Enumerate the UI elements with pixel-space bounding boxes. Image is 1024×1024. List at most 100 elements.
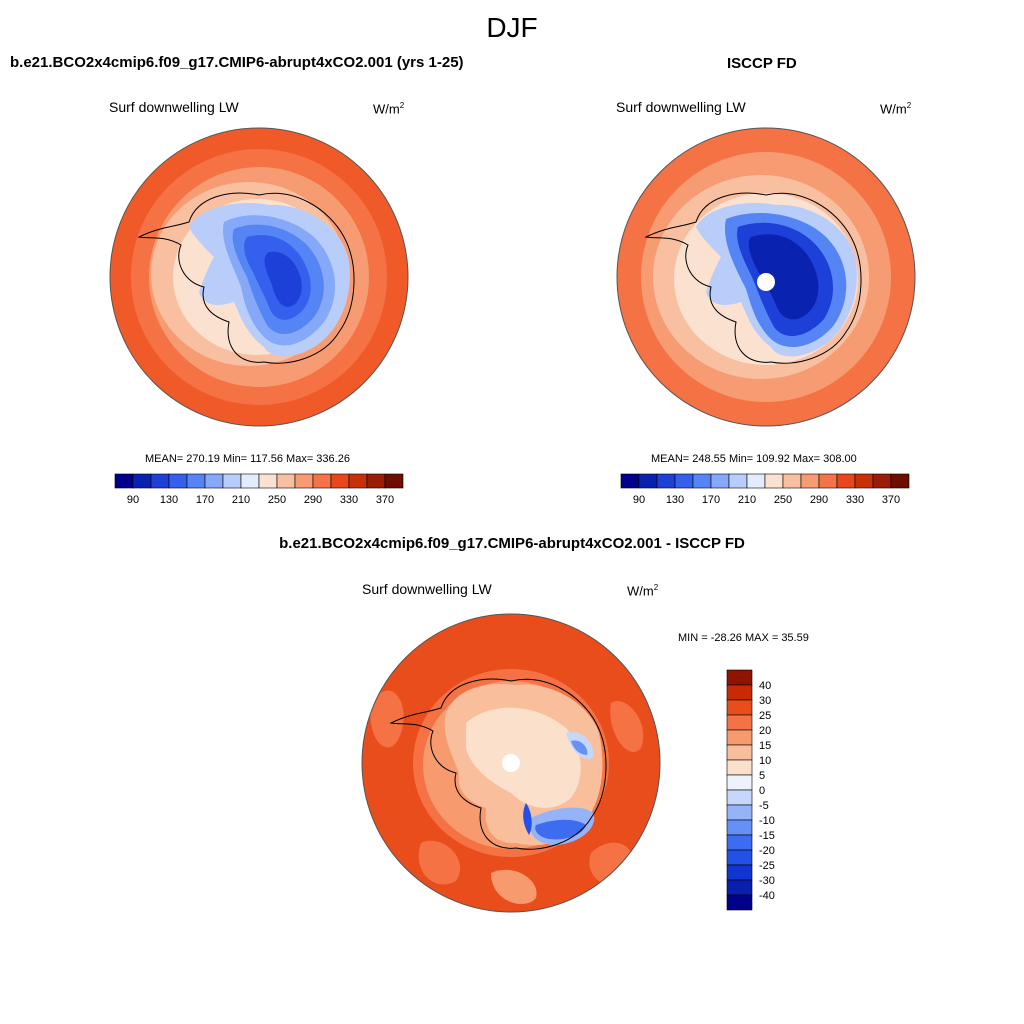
- colorbar-tick-label: 210: [738, 494, 756, 506]
- colorbar-swatch: [854, 473, 874, 489]
- colorbar-swatch: [240, 473, 260, 489]
- colorbar-tick-label: -30: [759, 875, 775, 887]
- colorbar-swatch: [726, 819, 753, 836]
- colorbar-tick-label: 330: [846, 494, 864, 506]
- colorbar-swatch: [726, 834, 753, 851]
- colorbar-swatch: [692, 473, 712, 489]
- colorbar-swatch: [726, 894, 753, 911]
- colorbar-tick-label: 90: [127, 494, 139, 506]
- colorbar-tick-label: 370: [376, 494, 394, 506]
- colorbar-swatch: [620, 473, 640, 489]
- colorbar-tick-label: 30: [759, 695, 771, 707]
- colorbar-tick-label: -5: [759, 800, 769, 812]
- colorbar-swatch: [330, 473, 350, 489]
- colorbar-swatch: [348, 473, 368, 489]
- panel-1-colorbar: 90 130 170 210 250 290 330 370: [114, 473, 404, 506]
- panel-1-title: b.e21.BCO2x4cmip6.f09_g17.CMIP6-abrupt4x…: [10, 54, 464, 71]
- colorbar-tick-label: 20: [759, 725, 771, 737]
- colorbar-swatch: [726, 699, 753, 716]
- panel-3-variable: Surf downwelling LW: [362, 581, 492, 597]
- panel-1-units: W/m2: [373, 101, 405, 117]
- colorbar-swatch: [726, 669, 753, 686]
- colorbar-swatch: [168, 473, 188, 489]
- colorbar-tick-label: -20: [759, 845, 775, 857]
- colorbar-swatch: [726, 804, 753, 821]
- colorbar-swatch: [818, 473, 838, 489]
- colorbar-swatch: [726, 864, 753, 881]
- colorbar-swatch: [204, 473, 224, 489]
- colorbar-tick-label: 130: [666, 494, 684, 506]
- colorbar-tick-label: 210: [232, 494, 250, 506]
- colorbar-swatch: [186, 473, 206, 489]
- colorbar-tick-label: 90: [633, 494, 645, 506]
- colorbar-swatch: [258, 473, 278, 489]
- panel-1-variable: Surf downwelling LW: [109, 99, 239, 115]
- panel-2-units: W/m2: [880, 101, 912, 117]
- colorbar-tick-label: 15: [759, 740, 771, 752]
- colorbar-swatch: [114, 473, 134, 489]
- colorbar-tick-label: 0: [759, 785, 765, 797]
- colorbar-tick-label: 370: [882, 494, 900, 506]
- colorbar-swatch: [366, 473, 386, 489]
- colorbar-swatch: [726, 789, 753, 806]
- colorbar-tick-label: 170: [702, 494, 720, 506]
- colorbar-tick-label: -10: [759, 815, 775, 827]
- panel-3-map-border: [361, 613, 661, 913]
- colorbar-swatch: [726, 759, 753, 776]
- panel-3-stats: MIN = -28.26 MAX = 35.59: [678, 632, 809, 644]
- panel-1-stats: MEAN= 270.19 Min= 117.56 Max= 336.26: [145, 453, 350, 465]
- panel-2-title: ISCCP FD: [727, 55, 797, 72]
- colorbar-swatch: [222, 473, 242, 489]
- colorbar-tick-label: 170: [196, 494, 214, 506]
- colorbar-swatch: [674, 473, 694, 489]
- colorbar-swatch: [638, 473, 658, 489]
- colorbar-swatch: [726, 744, 753, 761]
- panel-3-units: W/m2: [627, 583, 659, 599]
- panel-2-map-border: [616, 127, 916, 427]
- colorbar-swatch: [726, 684, 753, 701]
- colorbar-swatch: [728, 473, 748, 489]
- colorbar-tick-label: 5: [759, 770, 765, 782]
- colorbar-tick-label: 290: [304, 494, 322, 506]
- panel-2-variable: Surf downwelling LW: [616, 99, 746, 115]
- panel-3-title: b.e21.BCO2x4cmip6.f09_g17.CMIP6-abrupt4x…: [279, 535, 745, 552]
- colorbar-swatch: [726, 879, 753, 896]
- colorbar-swatch: [890, 473, 910, 489]
- colorbar-tick-label: 10: [759, 755, 771, 767]
- colorbar-swatch: [132, 473, 152, 489]
- panel-3-map: [362, 614, 660, 912]
- colorbar-swatch: [800, 473, 820, 489]
- colorbar-swatch: [276, 473, 296, 489]
- colorbar-tick-label: -25: [759, 860, 775, 872]
- colorbar-swatch: [746, 473, 766, 489]
- panel-3-colorbar: 40 30 25 20 15 10 5 0 -5 -10 -15 -20 -25 -30 -40: [726, 669, 775, 911]
- colorbar-swatch: [726, 849, 753, 866]
- colorbar-tick-label: 290: [810, 494, 828, 506]
- colorbar-swatch: [150, 473, 170, 489]
- colorbar-swatch: [836, 473, 856, 489]
- panel-2-stats: MEAN= 248.55 Min= 109.92 Max= 308.00: [651, 453, 857, 465]
- colorbar-swatch: [764, 473, 784, 489]
- colorbar-tick-label: -40: [759, 890, 775, 902]
- colorbar-swatch: [726, 729, 753, 746]
- colorbar-tick-label: 25: [759, 710, 771, 722]
- colorbar-swatch: [384, 473, 404, 489]
- panel-2-colorbar: 90 130 170 210 250 290 330 370: [620, 473, 910, 506]
- colorbar-swatch: [294, 473, 314, 489]
- colorbar-swatch: [656, 473, 676, 489]
- colorbar-tick-label: 40: [759, 680, 771, 692]
- panel-2-map: [617, 128, 915, 426]
- colorbar-swatch: [726, 774, 753, 791]
- colorbar-swatch: [726, 714, 753, 731]
- colorbar-swatch: [710, 473, 730, 489]
- colorbar-tick-label: 130: [160, 494, 178, 506]
- colorbar-tick-label: 250: [268, 494, 286, 506]
- colorbar-swatch: [312, 473, 332, 489]
- panel-1-map-border: [109, 127, 409, 427]
- colorbar-tick-label: -15: [759, 830, 775, 842]
- colorbar-tick-label: 330: [340, 494, 358, 506]
- season-title: DJF: [486, 12, 538, 43]
- colorbar-tick-label: 250: [774, 494, 792, 506]
- panel-1-map: [110, 128, 408, 426]
